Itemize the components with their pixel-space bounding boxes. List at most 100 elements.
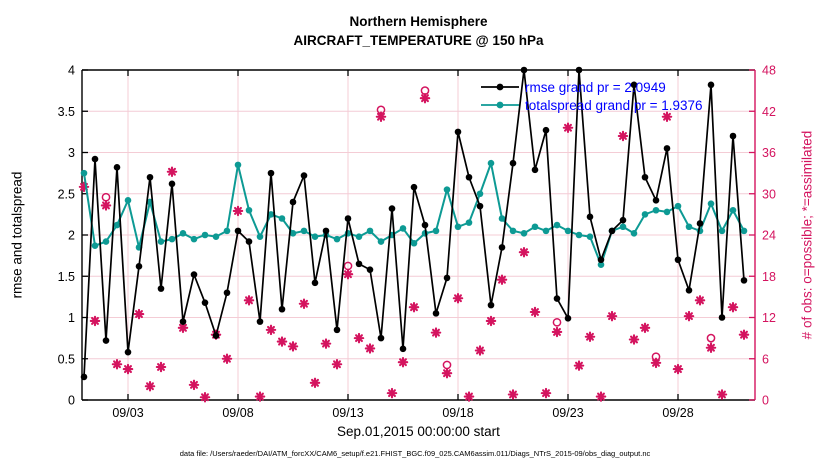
obs-series: [78, 86, 750, 403]
totalspread-point-marker: [223, 227, 231, 235]
rmse-point-marker: [124, 348, 132, 356]
totalspread-point-marker: [718, 227, 726, 235]
totalspread-point-marker: [179, 230, 187, 237]
totalspread-point-marker: [410, 239, 418, 247]
totalspread-point-marker: [542, 227, 550, 235]
rmse-point-marker: [102, 337, 110, 344]
rmse-point-marker: [245, 238, 253, 245]
totalspread-point-marker: [509, 227, 517, 235]
y-tick-label-left: 2.5: [58, 187, 75, 201]
y-tick-label-left: 4: [68, 64, 75, 78]
totalspread-point-marker: [168, 235, 176, 243]
x-tick-label: 09/18: [442, 406, 473, 420]
obs-assimilated-asterisk-marker: [474, 345, 486, 356]
totalspread-point-marker: [212, 233, 220, 240]
obs-assimilated-asterisk-marker: [364, 343, 376, 354]
y-tick-label-right: 42: [762, 105, 776, 119]
obs-assimilated-asterisk-marker: [331, 358, 343, 370]
obs-assimilated-asterisk-marker: [716, 389, 728, 400]
y-tick-label-left: 3: [68, 146, 75, 160]
obs-assimilated-asterisk-marker: [441, 367, 453, 379]
legend-entry-totalspread: totalspread grand pr = 1.9376: [479, 97, 703, 113]
totalspread-point-marker: [641, 211, 649, 218]
totalspread-point-marker: [685, 223, 693, 231]
legend-entry-rmse: rmse grand pr = 2.0949: [479, 79, 703, 95]
rmse-point-marker: [509, 159, 517, 167]
y-tick-label-right: 12: [762, 311, 776, 325]
y-tick-label-right: 0: [762, 394, 769, 408]
rmse-point-marker: [476, 202, 484, 210]
obs-assimilated-asterisk-marker: [628, 334, 640, 345]
totalspread-point-marker: [201, 231, 209, 239]
totalspread-point-marker: [652, 206, 660, 214]
totalspread-point-marker: [432, 227, 440, 235]
totalspread-point-marker: [586, 233, 594, 240]
totalspread-point-marker: [740, 227, 748, 235]
obs-assimilated-asterisk-marker: [683, 310, 695, 322]
rmse-point-marker: [344, 215, 352, 222]
totalspread-point-marker: [564, 227, 572, 235]
rmse-point-marker: [542, 126, 550, 134]
rmse-point-marker: [619, 216, 627, 224]
obs-assimilated-asterisk-marker: [595, 391, 607, 402]
rmse-point-marker: [641, 173, 649, 181]
obs-assimilated-asterisk-marker: [397, 356, 409, 368]
totalspread-point-marker: [311, 233, 319, 240]
rmse-point-marker: [190, 271, 198, 278]
obs-assimilated-asterisk-marker: [353, 332, 365, 344]
rmse-point-marker: [267, 169, 275, 177]
rmse-point-marker: [179, 318, 187, 325]
obs-assimilated-asterisk-marker: [738, 329, 750, 340]
rmse-point-marker: [465, 173, 473, 181]
obs-assimilated-asterisk-marker: [562, 122, 574, 133]
rmse-point-marker: [212, 332, 220, 339]
totalspread-point-marker: [102, 238, 110, 245]
rmse-point-marker: [740, 277, 748, 284]
obs-assimilated-asterisk-marker: [650, 357, 662, 369]
rmse-point-marker: [113, 164, 121, 171]
rmse-point-marker: [520, 66, 528, 74]
obs-assimilated-asterisk-marker: [100, 200, 112, 211]
rmse-point-marker: [80, 373, 88, 381]
obs-assimilated-asterisk-marker: [265, 324, 277, 336]
totalspread-point-marker: [498, 215, 506, 222]
obs-assimilated-asterisk-marker: [419, 92, 431, 104]
obs-assimilated-asterisk-marker: [430, 327, 442, 338]
chart-title-line2: AIRCRAFT_TEMPERATURE @ 150 hPa: [293, 33, 544, 48]
totalspread-point-marker: [674, 202, 682, 210]
totalspread-point-marker: [190, 235, 198, 243]
totalspread-point-marker: [619, 223, 627, 231]
obs-assimilated-asterisk-marker: [672, 363, 684, 375]
y-axis-label-left: rmse and totalspread: [9, 171, 25, 299]
rmse-point-marker: [278, 305, 286, 313]
obs-possible-circle-marker: [442, 360, 452, 370]
y-tick-label-left: 1.5: [58, 270, 75, 284]
rmse-point-marker: [168, 180, 176, 188]
totalspread-point-marker: [597, 261, 605, 269]
rmse-point-marker: [553, 295, 561, 302]
obs-assimilated-asterisk-marker: [606, 310, 618, 322]
totalspread-point-marker: [377, 238, 385, 245]
rmse-point-marker: [685, 286, 693, 294]
obs-assimilated-asterisk-marker: [463, 391, 475, 402]
rmse-point-marker: [333, 326, 341, 334]
chart-title-line1: Northern Hemisphere: [349, 14, 488, 29]
totalspread-point-marker: [487, 159, 495, 167]
obs-assimilated-asterisk-marker: [386, 387, 398, 399]
totalspread-point-marker: [267, 211, 275, 218]
totalspread-point-marker: [476, 190, 484, 198]
x-axis-label: Sep.01,2015 00:00:00 start: [337, 424, 500, 439]
rmse-point-marker: [421, 221, 429, 229]
y-tick-label-left: 2: [68, 229, 75, 243]
obs-assimilated-asterisk-marker: [727, 301, 739, 313]
obs-assimilated-asterisk-marker: [298, 298, 310, 310]
totalspread-point-marker: [630, 230, 638, 237]
totalspread-point-marker: [333, 235, 341, 243]
totalspread-point-marker: [234, 161, 242, 169]
obs-assimilated-asterisk-marker: [122, 363, 134, 375]
obs-assimilated-asterisk-marker: [166, 166, 178, 177]
totalspread-point-marker: [399, 225, 407, 232]
rmse-point-marker: [498, 244, 506, 251]
totalspread-point-marker: [113, 221, 121, 229]
